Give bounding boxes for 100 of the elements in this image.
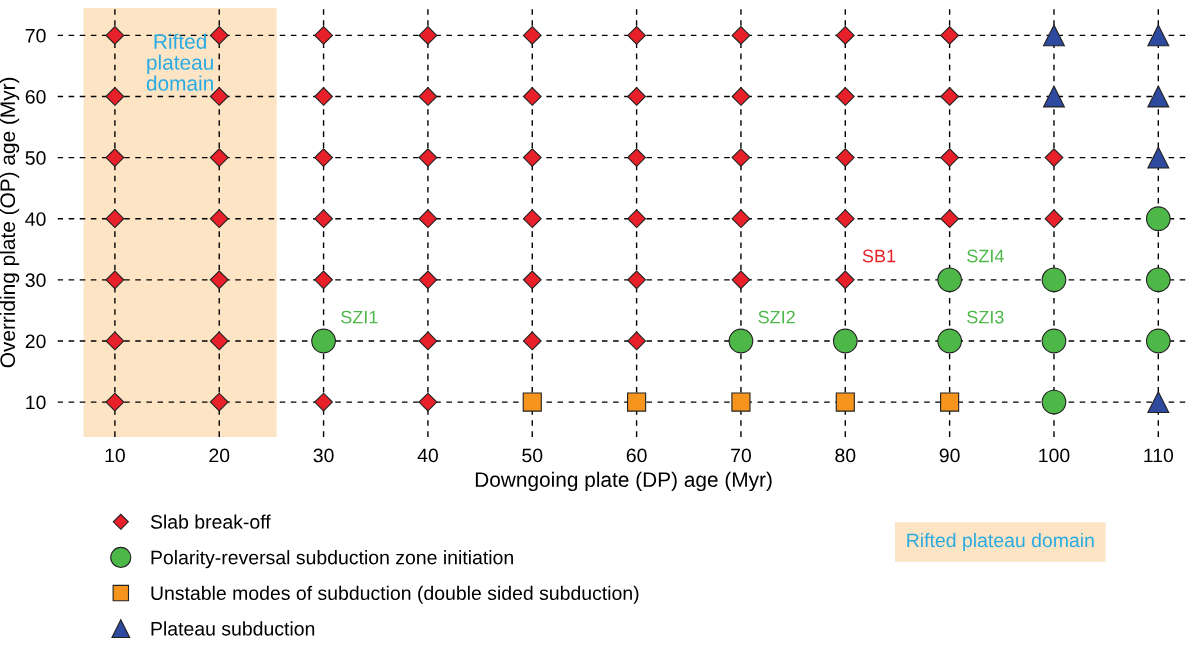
point: [105, 270, 125, 290]
point: [105, 331, 125, 351]
point: [418, 25, 438, 45]
point: [314, 87, 333, 106]
x-tick-label: 10: [105, 448, 125, 463]
point: [522, 331, 542, 351]
point: [105, 148, 125, 168]
point: [627, 25, 646, 45]
point: [940, 25, 960, 45]
point: [1042, 85, 1065, 108]
x-tick-label: 90: [939, 448, 960, 463]
y-tick-label: 40: [25, 212, 46, 226]
legend-label: Slab break-off: [150, 514, 271, 529]
point: [209, 331, 229, 351]
annotation: SZI2: [758, 310, 795, 324]
point: [940, 392, 960, 412]
y-tick-label: 60: [25, 89, 46, 104]
point: [522, 87, 542, 106]
point: [105, 209, 125, 229]
point: [1147, 85, 1170, 108]
point: [835, 270, 855, 290]
point: [522, 270, 542, 290]
point: [522, 148, 542, 168]
x-tick-label: 50: [522, 448, 543, 463]
point: [522, 209, 542, 229]
point: [209, 392, 229, 412]
x-tick-label: 20: [209, 448, 230, 463]
point: [627, 270, 646, 290]
point: [105, 87, 125, 106]
x-axis-title: Downgoing plate (DP) age (Myr): [475, 471, 772, 492]
point: [314, 392, 333, 412]
legend-label: Plateau subduction: [151, 621, 315, 636]
point: [1147, 24, 1170, 47]
legend-label: Polarity-reversal subduction zone initiation: [151, 550, 513, 569]
point: [105, 25, 125, 45]
point: [940, 87, 960, 106]
y-axis-title: Overriding plate (OP) age (Myr): [0, 77, 20, 368]
x-tick-label: 100: [1039, 448, 1070, 463]
point: [418, 331, 438, 351]
point: [314, 25, 333, 45]
y-tick-label: 10: [26, 395, 46, 410]
point: [1147, 391, 1170, 414]
point: [937, 328, 962, 354]
point: [209, 148, 229, 168]
x-tick-label: 40: [417, 448, 438, 463]
point: [1044, 148, 1064, 168]
annotation: SZI1: [341, 310, 378, 324]
point: [731, 270, 751, 290]
point: [627, 148, 646, 168]
point: [627, 209, 646, 229]
point: [728, 328, 754, 354]
point: [311, 328, 336, 354]
point: [418, 87, 438, 106]
point: [731, 87, 751, 106]
point: [1041, 389, 1067, 415]
point: [314, 209, 333, 229]
point: [1044, 209, 1064, 229]
x-tick-label: 80: [835, 448, 856, 463]
point: [731, 209, 751, 229]
y-tick-label: 30: [25, 273, 46, 288]
point: [314, 270, 333, 290]
annotation: SB1: [862, 249, 896, 263]
point: [835, 209, 855, 229]
point: [1145, 206, 1171, 232]
point: [1147, 146, 1170, 169]
point: [418, 209, 438, 229]
point: [832, 328, 858, 354]
point: [418, 148, 438, 168]
point: [105, 392, 125, 412]
text: Rifted plateau domain: [907, 532, 1094, 552]
point: [835, 148, 855, 168]
point: [1041, 267, 1067, 293]
point: [314, 148, 333, 168]
point: [1145, 267, 1171, 293]
x-tick-label: 60: [626, 448, 647, 463]
point: [627, 87, 646, 106]
point: [209, 270, 229, 290]
point: [522, 392, 542, 412]
point: [627, 331, 646, 351]
point: [1145, 328, 1171, 354]
point: [731, 392, 751, 412]
point: [937, 267, 962, 293]
x-tick-label: 30: [313, 448, 334, 463]
point: [418, 270, 438, 290]
x-tick-label: 70: [731, 448, 751, 463]
point: [1041, 328, 1067, 354]
point: [835, 392, 855, 412]
point: [940, 209, 960, 229]
y-tick-label: 20: [25, 334, 46, 349]
point: [1042, 24, 1065, 47]
point: [835, 25, 855, 45]
annotation: SZI4: [967, 249, 1004, 263]
point: [418, 392, 438, 412]
legend-label: Unstable modes of subduction (double sided subduction): [151, 585, 639, 604]
x-tick-label: 110: [1144, 448, 1174, 463]
point: [209, 209, 229, 229]
point: [522, 25, 542, 45]
point: [209, 25, 229, 45]
point: [627, 392, 647, 412]
y-tick-label: 70: [25, 28, 46, 43]
